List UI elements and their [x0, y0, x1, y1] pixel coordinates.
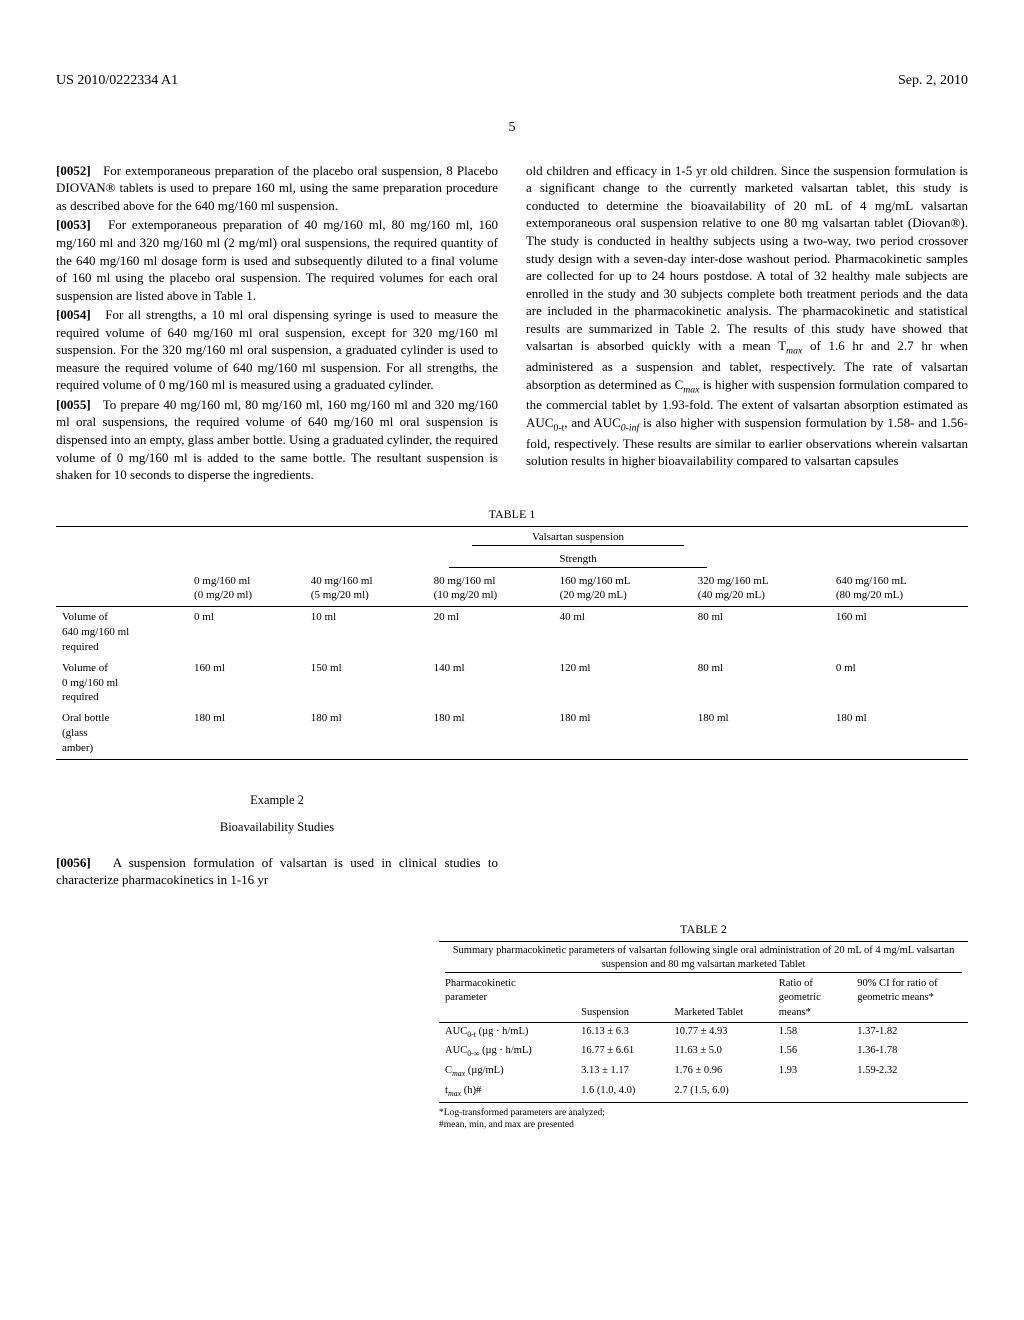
t1-h5: 640 mg/160 mL(80 mg/20 mL)	[830, 571, 968, 607]
table-1-label: TABLE 1	[56, 506, 968, 522]
para-num-56: [0056]	[56, 855, 91, 870]
paragraph-56: [0056] A suspension formulation of valsa…	[56, 854, 498, 889]
t1-r1-c5: 0 ml	[830, 658, 968, 709]
t2-row-0: AUC0-t (µg · h/mL) 16.13 ± 6.310.77 ± 4.…	[439, 1022, 968, 1042]
t2-footnotes: *Log-transformed parameters are analyzed…	[439, 1107, 968, 1133]
t1-strength: Strength	[449, 552, 706, 568]
t1-r0-c0: 0 ml	[188, 607, 305, 658]
t2-row-2: Cmax (µg/mL) 3.13 ± 1.171.76 ± 0.961.931…	[439, 1062, 968, 1082]
para-text-56: A suspension formulation of valsartan is…	[56, 855, 498, 888]
table-2: Summary pharmacokinetic parameters of va…	[439, 941, 968, 1103]
paragraph-55: [0055] To prepare 40 mg/160 ml, 80 mg/16…	[56, 396, 498, 484]
t1-r1-c4: 80 ml	[692, 658, 830, 709]
t1-r2-c3: 180 ml	[554, 708, 692, 759]
rt-d: , and AUC	[564, 415, 620, 430]
para-num-52: [0052]	[56, 163, 91, 178]
t2-caption: Summary pharmacokinetic parameters of va…	[445, 944, 962, 973]
t1-r1-c2: 140 ml	[428, 658, 554, 709]
sub-0inf: 0-inf	[621, 422, 639, 433]
t1-row-2: Oral bottle (glass amber) 180 ml 180 ml …	[56, 708, 968, 759]
para-num-54: [0054]	[56, 307, 91, 322]
t1-r0-c3: 40 ml	[554, 607, 692, 658]
t1-h3: 160 mg/160 mL(20 mg/20 mL)	[554, 571, 692, 607]
t2-foot2: #mean, min, and max are presented	[439, 1119, 968, 1132]
t1-h4: 320 mg/160 mL(40 mg/20 mL)	[692, 571, 830, 607]
page-number: 5	[56, 99, 968, 138]
t1-r1-label: Volume of 0 mg/160 ml required	[56, 658, 188, 709]
lower-right-col	[526, 774, 968, 891]
table-1: Valsartan suspension Strength 0 mg/160 m…	[56, 526, 968, 760]
example-2-title: Example 2	[56, 792, 498, 809]
lower-two-col: Example 2 Bioavailability Studies [0056]…	[56, 774, 968, 891]
sub-cmax-1: max	[683, 384, 699, 395]
left-column: [0052] For extemporaneous preparation of…	[56, 162, 498, 486]
t1-r2-c5: 180 ml	[830, 708, 968, 759]
t2-h3: Marketed Tablet	[668, 975, 772, 1022]
example-2-subtitle: Bioavailability Studies	[56, 819, 498, 836]
t1-r0-c4: 80 ml	[692, 607, 830, 658]
t2-row-3: tmax (h)# 1.6 (1.0, 4.0)2.7 (1.5, 6.0)	[439, 1082, 968, 1102]
paragraph-right-cont: old children and efficacy in 1-5 yr old …	[526, 162, 968, 470]
two-column-body: [0052] For extemporaneous preparation of…	[56, 162, 968, 486]
right-column: old children and efficacy in 1-5 yr old …	[526, 162, 968, 486]
t1-row-0: Volume of 640 mg/160 ml required 0 ml 10…	[56, 607, 968, 658]
para-text-52: For extemporaneous preparation of the pl…	[56, 163, 498, 213]
header-left: US 2010/0222334 A1	[56, 72, 178, 91]
para-num-55: [0055]	[56, 397, 91, 412]
para-text-54: For all strengths, a 10 ml oral dispensi…	[56, 307, 498, 392]
para-text-53: For extemporaneous preparation of 40 mg/…	[56, 217, 498, 302]
table-2-wrap: TABLE 2 Summary pharmacokinetic paramete…	[56, 921, 968, 1133]
sub-0t: 0-t	[553, 422, 564, 433]
paragraph-54: [0054] For all strengths, a 10 ml oral d…	[56, 306, 498, 394]
t2-foot1: *Log-transformed parameters are analyzed…	[439, 1107, 968, 1120]
t1-r0-c1: 10 ml	[305, 607, 428, 658]
rt-a: old children and efficacy in 1-5 yr old …	[526, 163, 968, 353]
para-text-55: To prepare 40 mg/160 ml, 80 mg/160 ml, 1…	[56, 397, 498, 482]
t1-r2-c1: 180 ml	[305, 708, 428, 759]
page-header: US 2010/0222334 A1 Sep. 2, 2010	[56, 72, 968, 91]
header-right: Sep. 2, 2010	[898, 72, 968, 91]
t2-h2: Suspension	[575, 975, 668, 1022]
t1-r2-label: Oral bottle (glass amber)	[56, 708, 188, 759]
t1-r1-c1: 150 ml	[305, 658, 428, 709]
example-2-block: Example 2 Bioavailability Studies	[56, 792, 498, 836]
t1-r2-c4: 180 ml	[692, 708, 830, 759]
t1-h0: 0 mg/160 ml(0 mg/20 ml)	[188, 571, 305, 607]
t2-h5: 90% CI for ratio of geometric means*	[851, 975, 968, 1022]
sub-tmax-1: max	[786, 346, 802, 357]
t1-h1: 40 mg/160 ml(5 mg/20 ml)	[305, 571, 428, 607]
t2-row-1: AUC0-∞ (µg · h/mL) 16.77 ± 6.6111.63 ± 5…	[439, 1042, 968, 1062]
t1-super-header: Valsartan suspension	[472, 530, 684, 546]
t1-row-1: Volume of 0 mg/160 ml required 160 ml 15…	[56, 658, 968, 709]
t1-r2-c2: 180 ml	[428, 708, 554, 759]
table-2-label: TABLE 2	[439, 921, 968, 937]
t1-r0-label: Volume of 640 mg/160 ml required	[56, 607, 188, 658]
table-1-wrap: TABLE 1 Valsartan suspension Strength 0 …	[56, 506, 968, 760]
t1-r0-c5: 160 ml	[830, 607, 968, 658]
t1-r0-c2: 20 ml	[428, 607, 554, 658]
para-num-53: [0053]	[56, 217, 91, 232]
t1-h2: 80 mg/160 ml(10 mg/20 ml)	[428, 571, 554, 607]
t1-r2-c0: 180 ml	[188, 708, 305, 759]
t1-r1-c3: 120 ml	[554, 658, 692, 709]
paragraph-52: [0052] For extemporaneous preparation of…	[56, 162, 498, 215]
lower-left-col: Example 2 Bioavailability Studies [0056]…	[56, 774, 498, 891]
t2-h1: Pharmacokinetic parameter	[439, 975, 575, 1022]
t1-r1-c0: 160 ml	[188, 658, 305, 709]
paragraph-53: [0053] For extemporaneous preparation of…	[56, 216, 498, 304]
t2-h4: Ratio of geometric means*	[773, 975, 851, 1022]
